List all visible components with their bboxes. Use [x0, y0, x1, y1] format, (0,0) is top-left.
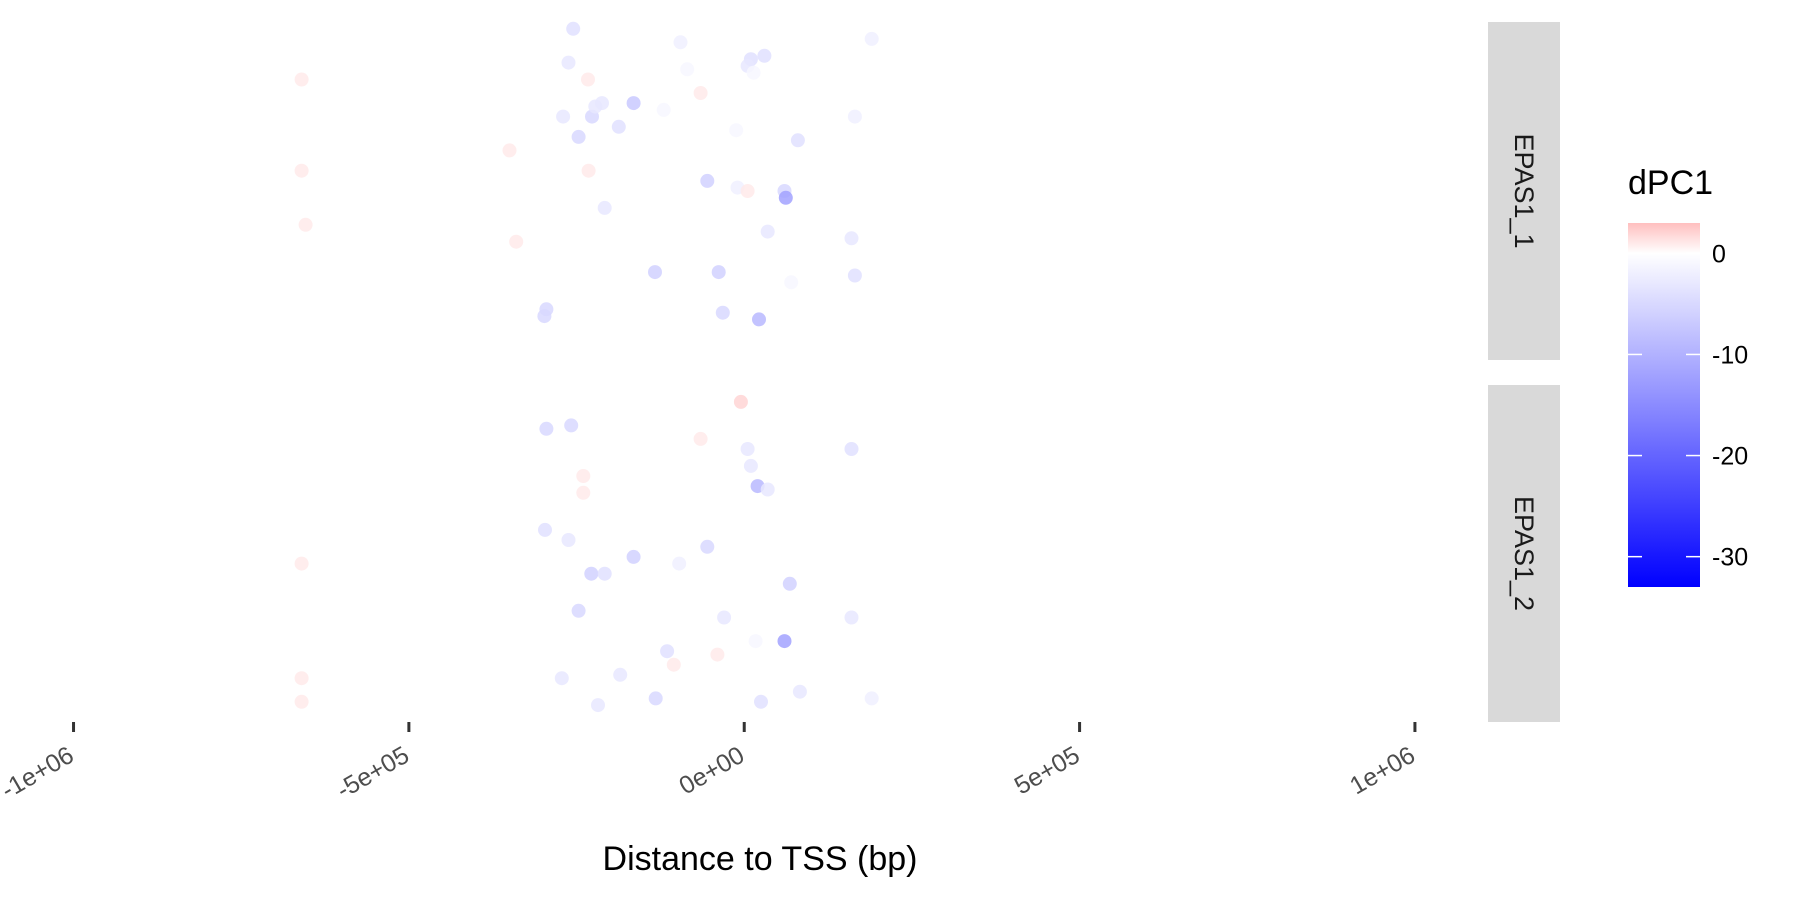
data-point — [626, 96, 641, 111]
data-point — [680, 62, 695, 77]
data-point — [743, 458, 758, 473]
data-point — [757, 48, 772, 63]
data-point — [790, 133, 805, 148]
facet-strip-label: EPAS1_1 — [1509, 133, 1539, 248]
data-point — [597, 566, 612, 581]
data-point — [760, 224, 775, 239]
data-point — [554, 671, 569, 686]
data-point — [844, 610, 859, 625]
facet-strip — [1488, 385, 1560, 722]
data-point — [581, 163, 596, 178]
data-point — [700, 539, 715, 554]
data-point — [294, 72, 309, 87]
data-point — [760, 482, 775, 497]
data-point — [556, 109, 571, 124]
data-point — [844, 442, 859, 456]
data-point — [502, 143, 517, 158]
data-point — [595, 96, 609, 111]
data-point — [581, 72, 595, 87]
data-point — [561, 533, 576, 547]
data-point — [717, 610, 732, 625]
legend-title: dPC1 — [1628, 164, 1713, 202]
data-point — [777, 634, 792, 649]
data-point — [784, 275, 799, 290]
data-point — [537, 309, 552, 324]
data-point — [754, 694, 768, 709]
panel-EPAS1_2: EPAS1_2 — [294, 385, 1560, 722]
color-legend: dPC1 0 -10 -20 -30 — [1628, 164, 1748, 587]
data-point — [847, 268, 862, 283]
legend-break-label: -10 — [1712, 341, 1748, 369]
data-point — [864, 31, 879, 46]
data-point — [538, 522, 552, 537]
data-point — [656, 102, 671, 117]
x-axis-title: Distance to TSS (bp) — [603, 840, 918, 878]
legend-colorbar — [1628, 223, 1700, 587]
data-point — [740, 184, 755, 198]
data-point — [576, 485, 591, 500]
data-point — [539, 421, 554, 436]
data-point — [648, 265, 662, 280]
data-point — [792, 684, 807, 699]
data-point — [752, 312, 766, 327]
x-tick-label: 1e+06 — [1345, 741, 1420, 800]
data-point — [778, 190, 793, 205]
data-point — [666, 177, 681, 192]
data-point — [564, 418, 579, 433]
data-point — [294, 694, 309, 709]
data-point — [746, 65, 761, 80]
data-point — [673, 35, 688, 50]
legend-break-label: -20 — [1712, 443, 1748, 471]
data-point — [294, 671, 309, 686]
data-point — [711, 265, 726, 280]
data-point — [613, 667, 628, 682]
data-point — [710, 647, 725, 662]
data-point — [591, 698, 605, 713]
data-point — [693, 86, 708, 100]
data-point — [597, 200, 612, 215]
data-point — [740, 442, 755, 456]
data-point — [847, 109, 862, 124]
facet-strip-label: EPAS1_2 — [1509, 496, 1539, 611]
x-tick-label: -1e+06 — [0, 741, 79, 805]
data-point — [782, 576, 797, 591]
data-point — [748, 634, 763, 649]
data-point — [660, 644, 675, 659]
data-point — [729, 123, 744, 138]
data-point — [584, 566, 599, 581]
panel-EPAS1_1: EPAS1_1 — [294, 21, 1560, 360]
data-point — [561, 55, 576, 70]
legend-break-label: -30 — [1712, 544, 1748, 572]
data-point — [576, 469, 591, 483]
data-point — [844, 231, 859, 246]
data-point — [294, 556, 309, 571]
data-point — [571, 603, 586, 618]
data-point — [864, 691, 879, 706]
x-axis: -1e+06 -5e+05 0e+00 5e+05 1e+06 — [0, 722, 1420, 804]
data-point — [571, 129, 586, 144]
data-point — [693, 431, 708, 446]
data-point — [583, 207, 597, 222]
data-point — [672, 556, 687, 571]
data-point — [566, 21, 581, 36]
data-point — [648, 691, 663, 706]
x-tick-label: -5e+05 — [332, 741, 414, 805]
data-point — [294, 163, 309, 178]
x-tick-label: 0e+00 — [674, 741, 749, 800]
facet-strip — [1488, 22, 1560, 360]
x-tick-label: 5e+05 — [1010, 741, 1085, 800]
data-point — [733, 394, 748, 409]
data-point — [505, 492, 520, 507]
data-point — [611, 119, 626, 134]
legend-break-label: 0 — [1712, 240, 1726, 268]
data-point — [626, 549, 641, 564]
data-point — [700, 173, 715, 188]
data-point — [666, 657, 681, 672]
data-point — [298, 217, 313, 232]
data-point — [715, 305, 730, 320]
data-point — [509, 234, 524, 249]
